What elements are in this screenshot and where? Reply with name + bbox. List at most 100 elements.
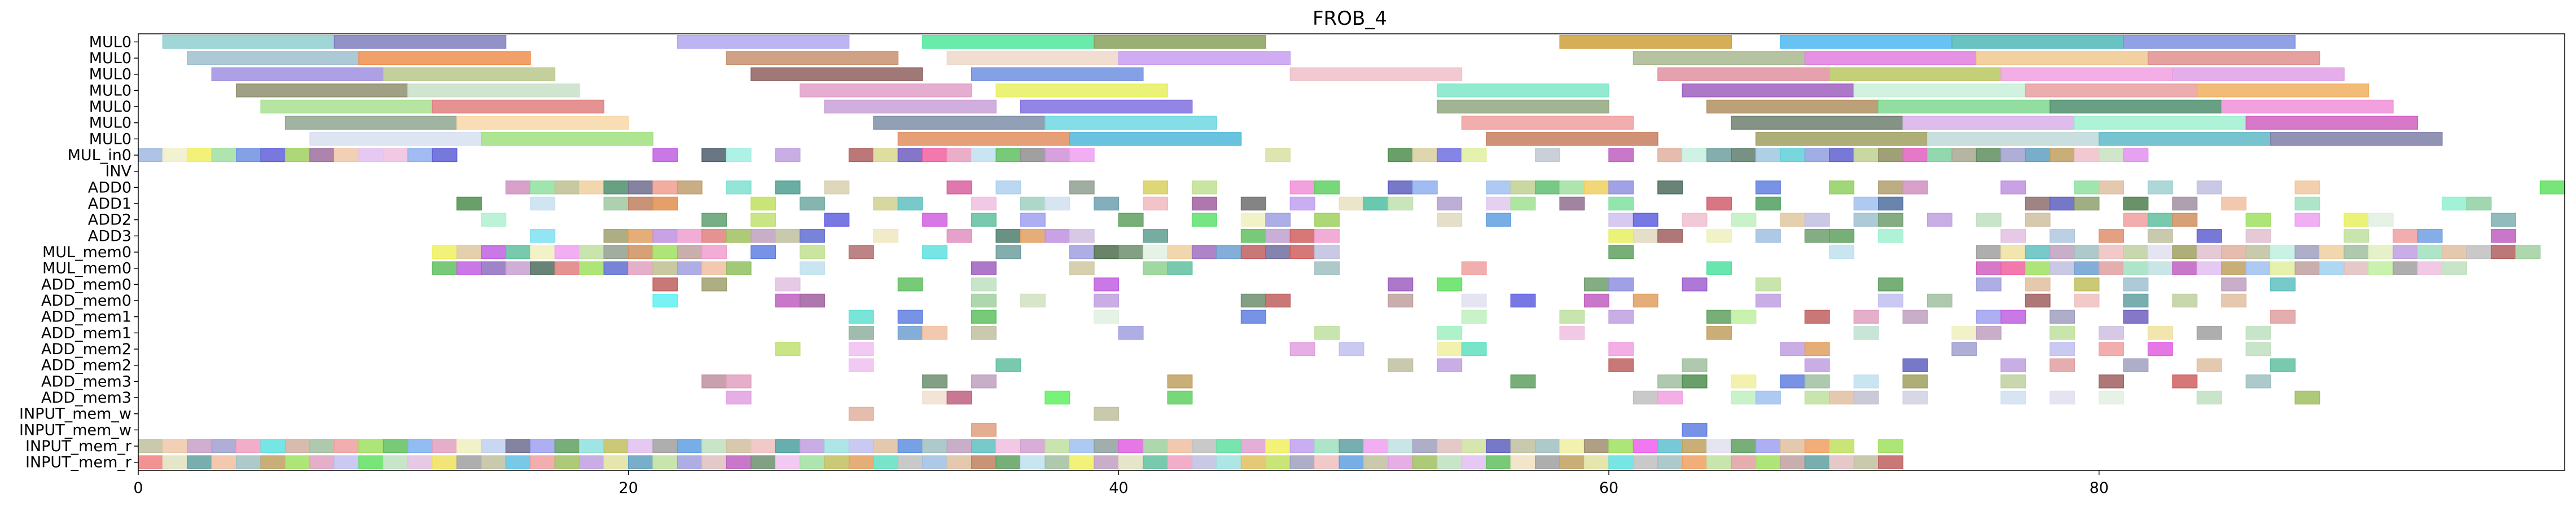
gantt-bar [2490,213,2516,227]
gantt-bar [971,213,997,227]
gantt-bar [848,245,874,259]
y-tick-label: MUL0 [89,33,131,51]
gantt-bar [1804,374,1830,389]
gantt-bar [1143,180,1168,195]
gantt-bar [579,455,605,469]
gantt-bar [922,213,948,227]
gantt-bar [481,455,507,469]
gantt-bar [1069,261,1095,275]
gantt-bar [946,455,972,469]
gantt-bar [799,261,825,275]
gantt-bar [2000,148,2026,162]
gantt-bar [1682,277,1708,292]
gantt-bar [1731,213,1757,227]
gantt-bar [1535,148,1560,162]
gantt-bar [1926,132,2100,146]
gantt-bar [1559,439,1585,453]
gantt-bar [1461,455,1487,469]
gantt-bar [1094,439,1120,453]
gantt-bar [1682,213,1708,227]
gantt-bar [726,261,752,275]
gantt-bar [2344,213,2369,227]
gantt-bar [2074,277,2100,292]
gantt-bar [1118,439,1144,453]
gantt-bar [1926,293,1952,308]
gantt-bar [554,261,580,275]
gantt-bar [1657,67,1830,81]
gantt-bar [627,196,653,211]
gantt-bar [383,67,556,81]
gantt-bar [1657,148,1683,162]
gantt-bar [1706,326,1732,340]
gantt-bar [1437,196,1463,211]
gantt-bar [2294,390,2320,405]
gantt-bar [2196,229,2222,243]
gantt-bar [1339,455,1364,469]
gantt-bar [1020,213,1046,227]
gantt-bar [1388,196,1414,211]
gantt-bar [2172,261,2198,275]
gantt-bar [2417,229,2443,243]
gantt-bar [701,245,727,259]
gantt-bar [187,455,213,469]
gantt-bar [1926,148,1952,162]
gantt-bar [775,180,801,195]
gantt-bar [1682,455,1708,469]
gantt-bar [235,439,261,453]
gantt-bar [971,261,997,275]
gantt-bar [652,293,678,308]
gantt-bar [138,439,164,453]
gantt-bar [1045,390,1070,405]
gantt-bar [848,148,874,162]
gantt-bar [799,196,825,211]
gantt-bar [1804,439,1830,453]
gantt-bar [2245,229,2271,243]
gantt-bar [1461,261,1487,275]
gantt-bar [1045,229,1070,243]
gantt-bar [2466,245,2492,259]
gantt-bar [677,455,703,469]
y-tick-label: ADD2 [88,211,131,229]
gantt-bar [603,229,629,243]
gantt-bar [726,51,899,65]
gantt-bar [1608,148,1634,162]
gantt-bar [1755,439,1781,453]
gantt-bar [2050,390,2075,405]
gantt-bar [1069,229,1095,243]
gantt-bar [2050,229,2075,243]
gantt-bar [1853,326,1879,340]
gantt-bar [2000,261,2026,275]
gantt-bar [1902,358,1928,372]
gantt-bar [1706,229,1732,243]
gantt-bar [2147,326,2173,340]
gantt-bar [1388,148,1414,162]
gantt-bar [2466,196,2492,211]
gantt-bar [1755,277,1781,292]
gantt-bar [1535,180,1560,195]
gantt-bar [1510,455,1536,469]
gantt-bar [1510,196,1536,211]
gantt-bar [1755,390,1781,405]
gantt-bar [407,148,433,162]
gantt-bar [1265,455,1291,469]
gantt-bar [579,261,605,275]
gantt-bar [971,310,997,324]
gantt-bar [775,439,801,453]
gantt-bar [1608,196,1634,211]
gantt-bar [1633,213,1658,227]
gantt-bar [456,116,629,130]
gantt-bar [2050,342,2075,356]
gantt-bar [505,180,531,195]
y-tick-label: INV [105,163,131,180]
gantt-bar [775,277,801,292]
y-tick-label: ADD_mem2 [41,341,131,358]
gantt-bar [1804,148,1830,162]
gantt-bar [432,439,458,453]
gantt-bar [873,229,899,243]
gantt-bar [1976,310,2002,324]
gantt-bar [2025,293,2051,308]
gantt-bar [1706,439,1732,453]
gantt-bar [383,148,409,162]
gantt-bar [1878,455,1904,469]
gantt-bar [2050,310,2075,324]
